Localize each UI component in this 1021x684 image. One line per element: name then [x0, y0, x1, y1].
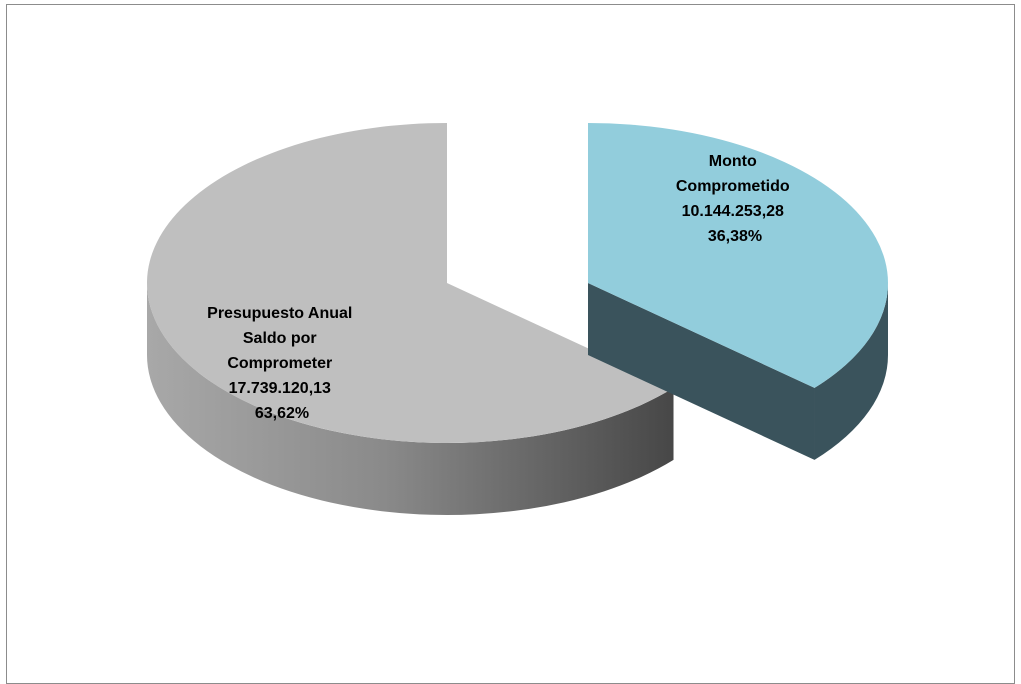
- slice-monto-top: [588, 123, 889, 388]
- label-line: Comprometido: [676, 178, 790, 195]
- slice-presupuesto-top: [146, 123, 674, 443]
- data-label-monto: Monto Comprometido 10.144.253,28 36,38%: [676, 153, 794, 245]
- percent-label: 63,62%: [255, 405, 309, 422]
- slice-monto-cut-face-end: [588, 283, 815, 460]
- label-line: Saldo por: [243, 330, 317, 347]
- data-label-presupuesto: Presupuesto Anual Saldo por Comprometer …: [207, 305, 357, 422]
- slice-presupuesto-side: [147, 283, 674, 515]
- pie-slice-monto-comprometido: [588, 123, 889, 460]
- label-line: Monto: [709, 153, 757, 170]
- pie-slice-presupuesto-saldo: [146, 123, 674, 515]
- slice-monto-side: [814, 283, 888, 460]
- value-label: 10.144.253,28: [682, 203, 784, 220]
- value-label: 17.739.120,13: [229, 380, 331, 397]
- label-line: Comprometer: [227, 355, 332, 372]
- label-line: Presupuesto Anual: [207, 305, 352, 322]
- percent-label: 36,38%: [708, 228, 762, 245]
